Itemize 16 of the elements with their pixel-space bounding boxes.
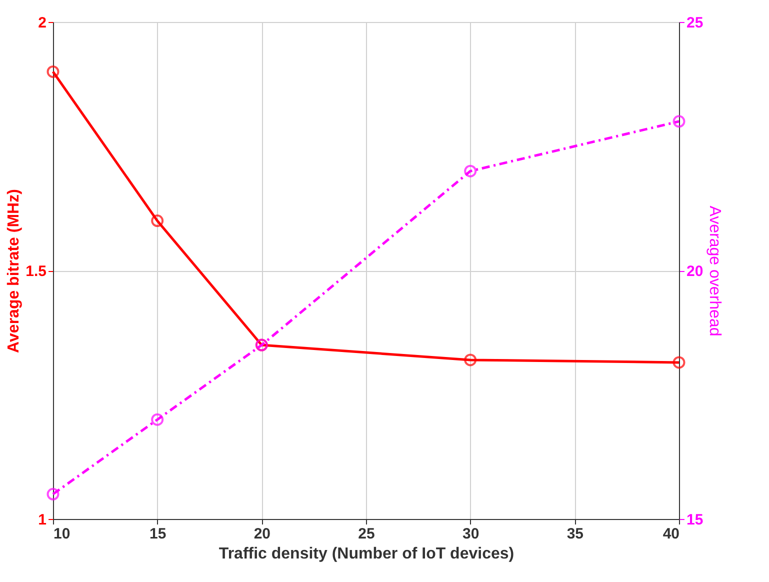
x-tick-label: 30 bbox=[462, 526, 480, 542]
y2-tick-label: 25 bbox=[686, 14, 704, 32]
x-tick-label: 15 bbox=[149, 526, 166, 542]
x-tick-label: 25 bbox=[358, 526, 375, 542]
x-tick-label: 20 bbox=[254, 526, 271, 542]
y2-tick-label: 20 bbox=[686, 263, 704, 280]
x-tick-label: 10 bbox=[54, 526, 70, 542]
y2-tick-label: 15 bbox=[686, 512, 704, 528]
y-tick-label: 1.5 bbox=[26, 263, 46, 280]
x-axis-title: Traffic density (Number of IoT devices) bbox=[218, 546, 514, 562]
y2-axis-title: Average overhead bbox=[706, 206, 724, 336]
y-axis-title: Average bitrate (MHz) bbox=[6, 189, 23, 353]
x-tick-label: 40 bbox=[662, 526, 680, 542]
x-tick-label: 35 bbox=[566, 526, 584, 542]
y-tick-label: 1 bbox=[38, 512, 46, 528]
y-tick-label: 2 bbox=[38, 14, 46, 32]
